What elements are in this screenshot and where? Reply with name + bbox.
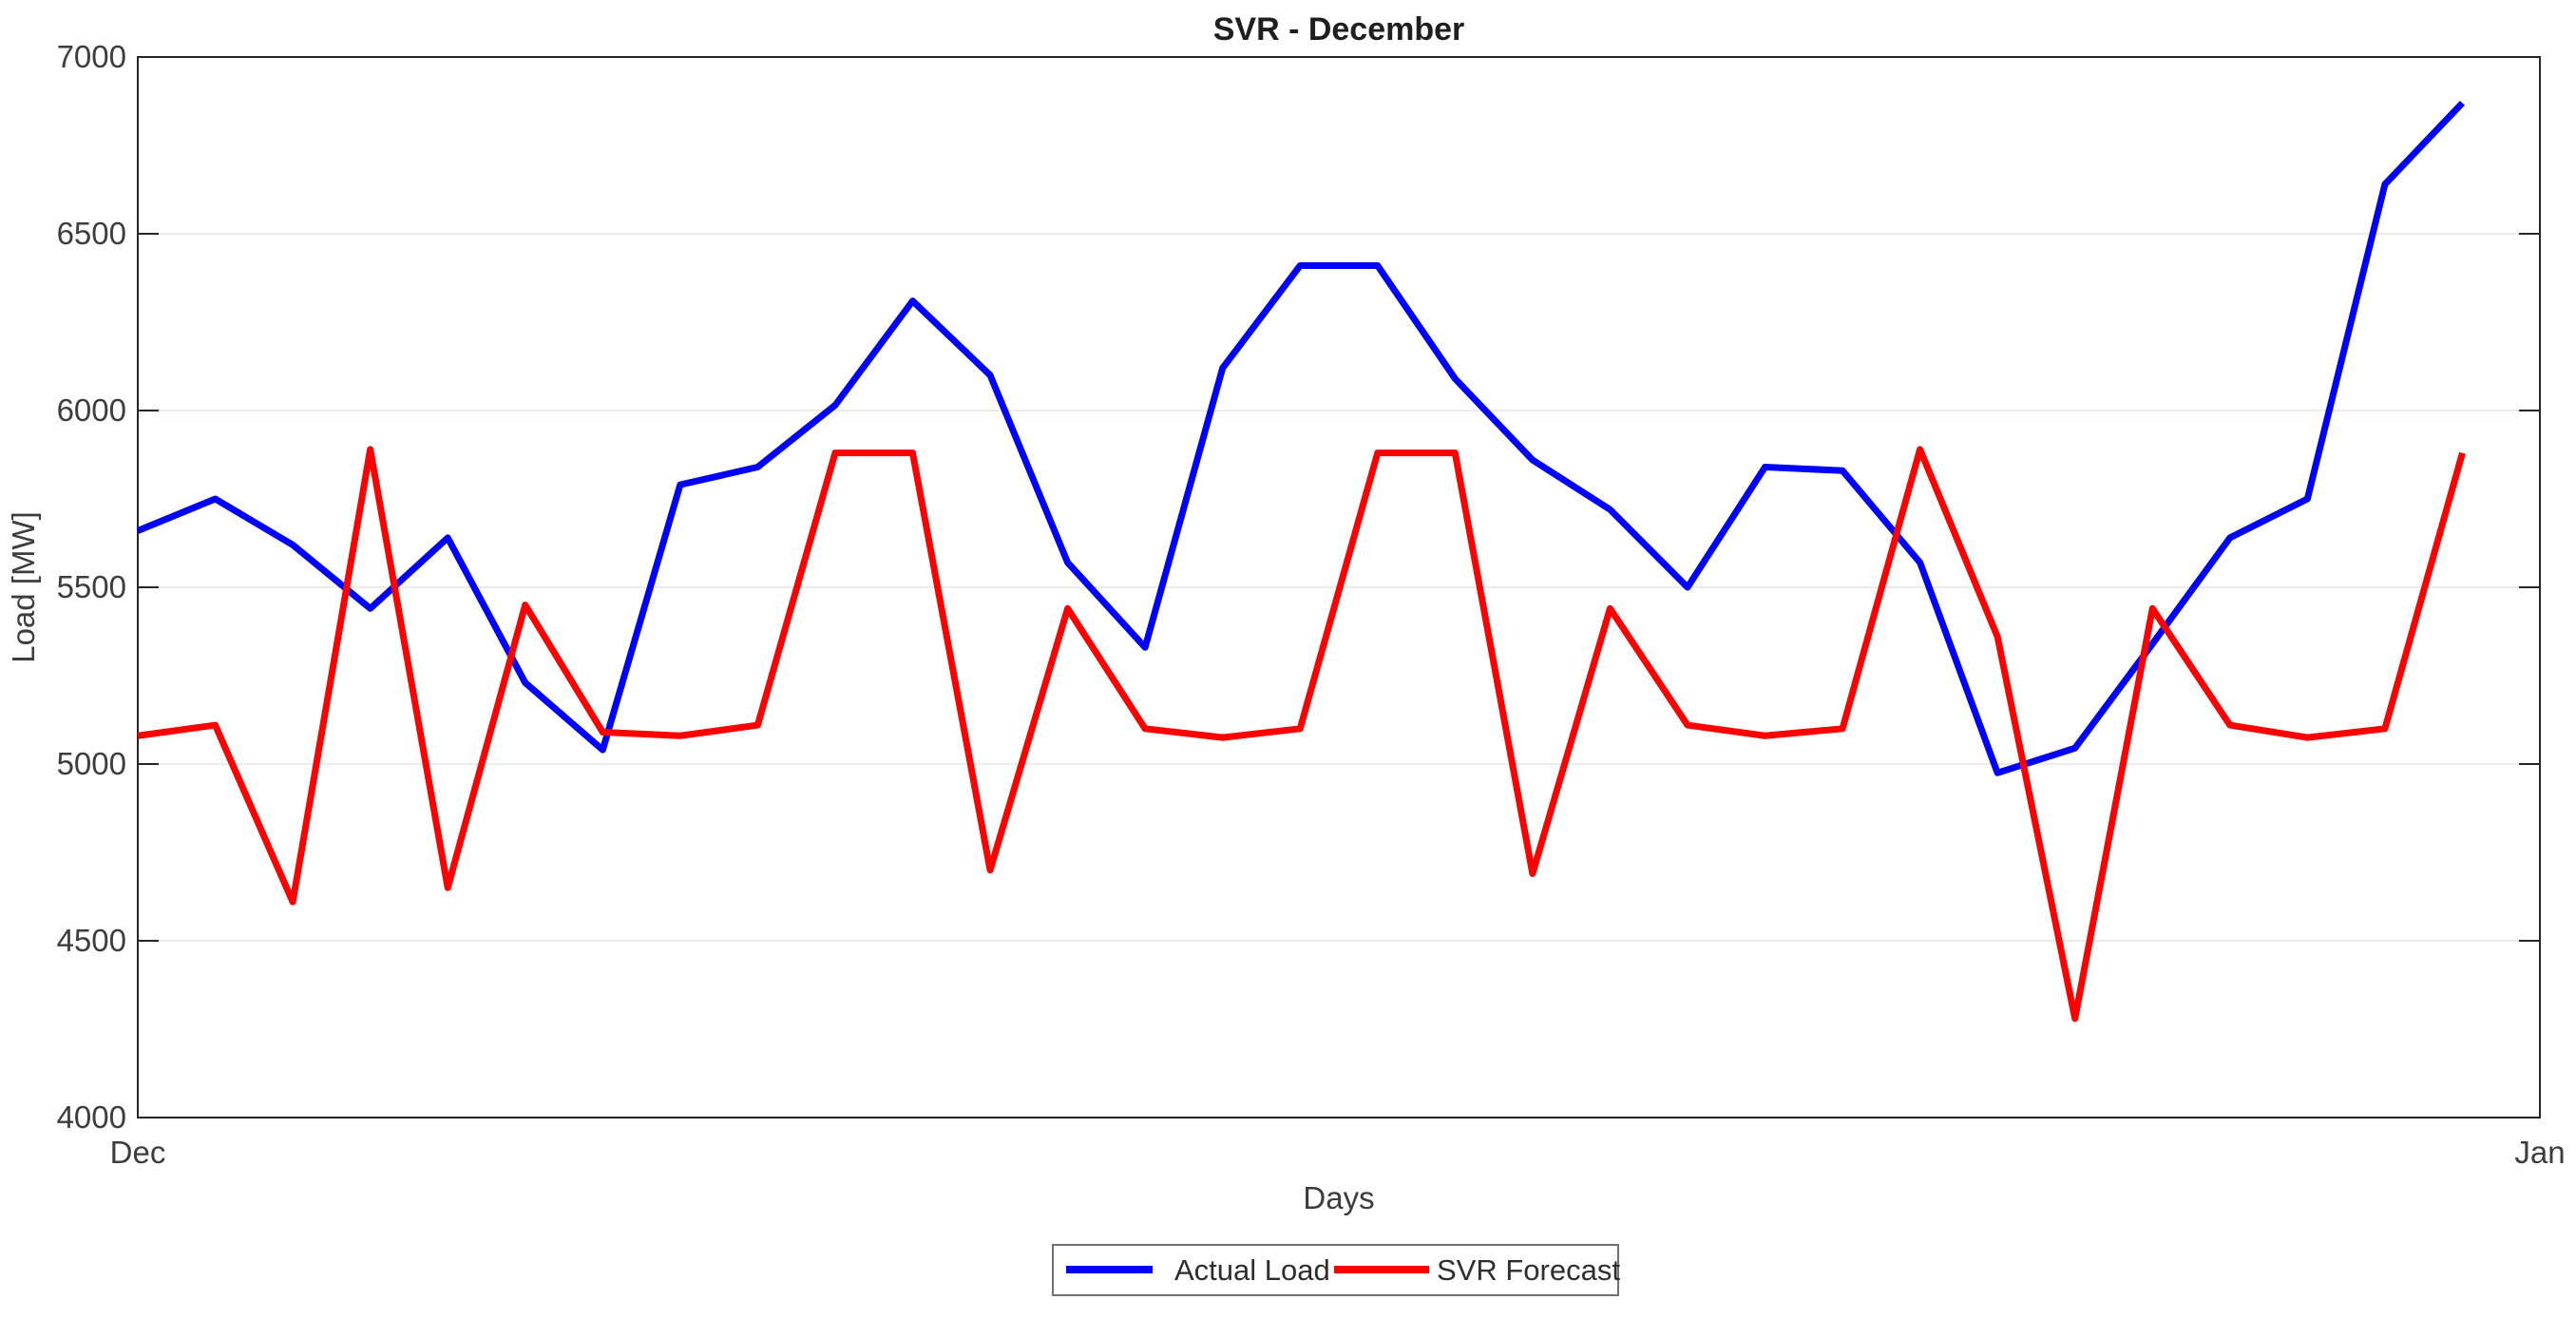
y-tick-label-5500: 5500 xyxy=(57,569,126,604)
y-tick-label-4000: 4000 xyxy=(57,1099,126,1135)
legend: Actual Load SVR Forecast xyxy=(1052,1244,1620,1296)
y-tick-label-4500: 4500 xyxy=(57,923,126,958)
chart-title: SVR - December xyxy=(1213,11,1465,48)
series-line-svr-forecast xyxy=(137,446,2466,1023)
y-tick-labels: 4000 4500 5000 5500 6000 6500 7000 xyxy=(57,39,126,1135)
series-lines xyxy=(136,100,2466,1023)
y-tick-label-7000: 7000 xyxy=(57,39,126,74)
x-tick-label-dec: Dec xyxy=(110,1135,166,1170)
series-line-actual-load xyxy=(136,100,2465,776)
x-axis-label: Days xyxy=(1303,1180,1374,1215)
axis-ticks xyxy=(138,56,2540,1118)
y-tick-label-6500: 6500 xyxy=(57,216,126,251)
y-axis-label: Load [MW] xyxy=(6,511,41,663)
legend-label-actual-load: Actual Load xyxy=(1174,1253,1330,1287)
y-tick-label-5000: 5000 xyxy=(57,746,126,781)
legend-label-svr-forecast: SVR Forecast xyxy=(1437,1253,1620,1287)
x-tick-label-jan: Jan xyxy=(2514,1135,2565,1170)
y-tick-label-6000: 6000 xyxy=(57,392,126,428)
